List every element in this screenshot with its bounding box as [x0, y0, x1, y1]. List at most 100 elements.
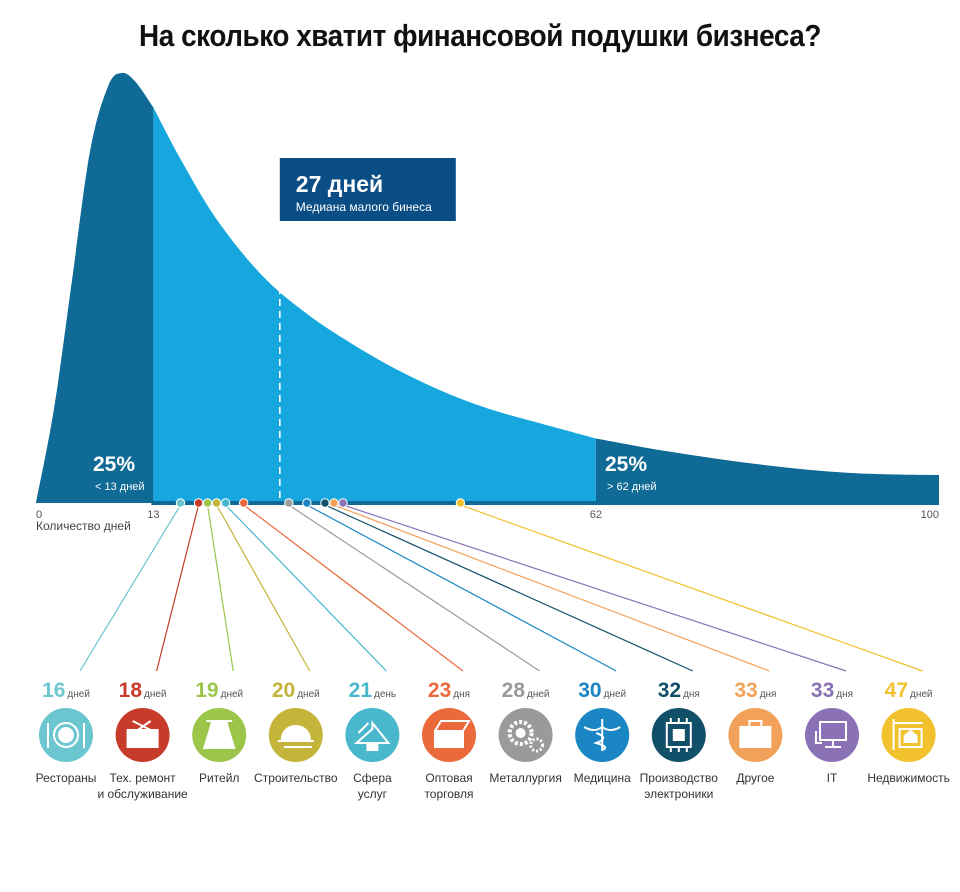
industry-label: Ритейл — [199, 771, 239, 785]
industry-label: IT — [827, 771, 838, 785]
industry-item: 16 дней Рестораны — [36, 679, 97, 785]
restaurant-icon-glyph — [47, 722, 85, 748]
medicine-caduceus-icon-glyph — [583, 719, 621, 751]
connector-line — [333, 504, 770, 672]
connector-line — [460, 504, 923, 672]
area-middle — [153, 107, 596, 504]
days-unit: дней — [221, 689, 244, 700]
days-number: 21 — [349, 679, 373, 702]
services-hanger-icon — [345, 708, 400, 762]
industry-item: 47 дней Недвижимость — [867, 679, 950, 785]
days-number: 33 — [811, 679, 834, 702]
industry-marker — [211, 498, 222, 508]
helmet — [280, 725, 311, 740]
cable — [815, 731, 822, 744]
repair-toolbox-icon-glyph — [126, 720, 159, 748]
electronics-chip-icon-glyph — [665, 718, 692, 752]
services-hanger-icon-glyph — [353, 720, 391, 751]
base — [366, 744, 379, 751]
industry-label: Рестораны — [36, 771, 97, 785]
median-caption: Медиана малого бинеса — [296, 200, 432, 214]
handle — [748, 720, 763, 728]
industry-label: Металлургия — [489, 771, 562, 785]
days-number: 30 — [578, 679, 601, 702]
industry-item: 33 дня Другое — [728, 679, 783, 785]
industry-markers — [175, 498, 466, 508]
area-high-quartile — [595, 438, 939, 503]
plate — [53, 722, 79, 748]
industry-label: Оптовая — [425, 771, 472, 785]
area-low-quartile — [36, 72, 154, 504]
industry-days: 30 дней — [578, 679, 626, 702]
days-unit: дней — [144, 689, 167, 700]
days-unit: дней — [604, 689, 627, 700]
days-number: 32 — [658, 679, 681, 702]
days-unit: дня — [453, 689, 470, 700]
industry-days: 28 дней — [502, 679, 550, 702]
days-number: 20 — [272, 679, 295, 702]
it-monitor-icon — [805, 708, 859, 762]
industry-label: и обслуживание — [97, 787, 188, 801]
days-number: 19 — [195, 679, 218, 702]
industry-label: Строительство — [254, 771, 338, 785]
box — [126, 729, 159, 748]
snake — [592, 732, 607, 751]
days-unit: дней — [67, 689, 90, 700]
chart-title: На сколько хватит финансовой подушки биз… — [139, 18, 821, 53]
median-value: 27 дней — [296, 171, 383, 197]
median-annotation: 27 дней Медиана малого бинеса — [279, 158, 456, 503]
wings — [583, 725, 621, 731]
days-unit: дня — [683, 689, 700, 700]
connector-line — [156, 504, 200, 672]
industry-connector-lines — [79, 504, 923, 672]
industry-days: 20 дней — [272, 679, 320, 702]
industry-item: 20 дней Строительство — [254, 679, 338, 785]
industry-label: услуг — [358, 787, 388, 801]
days-unit: дней — [910, 689, 933, 700]
industry-days: 47 дней — [885, 679, 933, 702]
industry-days: 18 дней — [119, 679, 167, 702]
industry-item: 18 дней Тех. ремонт и обслуживание — [97, 679, 188, 801]
industry-marker — [320, 498, 330, 508]
retail-dress-icon-glyph — [202, 720, 236, 749]
industry-item: 28 дней Металлургия — [489, 679, 562, 785]
quartile-caption: < 13 дней — [95, 481, 145, 493]
case — [739, 726, 772, 748]
gear-hub — [515, 728, 526, 738]
days-unit: дня — [760, 689, 777, 700]
days-unit: дня — [836, 689, 853, 700]
industry-marker — [338, 498, 348, 508]
sign — [898, 728, 923, 748]
industry-marker — [193, 498, 204, 508]
connector-line — [243, 504, 464, 672]
industry-label: Производство — [640, 771, 719, 785]
screwdriver — [136, 720, 152, 732]
days-number: 16 — [42, 679, 65, 702]
industry-label: Другое — [736, 771, 774, 785]
days-number: 28 — [502, 679, 526, 702]
industry-marker — [220, 498, 231, 508]
quartile-caption: > 62 дней — [607, 481, 657, 493]
industry-item: 32 дня Производство электроники — [640, 679, 719, 801]
quartile-percent: 25% — [605, 453, 647, 476]
industry-marker — [302, 498, 312, 508]
hanger — [353, 720, 391, 744]
industry-marker — [284, 498, 294, 508]
core — [672, 729, 685, 741]
plate-center — [58, 727, 74, 743]
industry-days: 32 дня — [658, 679, 700, 702]
connector-line — [79, 504, 181, 672]
days-unit: день — [374, 689, 396, 700]
industry-marker — [329, 498, 339, 508]
industry-item: 19 дней Ритейл — [192, 679, 247, 785]
industry-label: Медицина — [574, 771, 631, 785]
industry-marker — [455, 498, 466, 508]
metallurgy-gears-icon — [498, 708, 553, 762]
industry-marker — [175, 498, 186, 508]
box-top — [434, 720, 471, 732]
days-number: 33 — [734, 679, 757, 702]
connector-line — [225, 504, 387, 672]
industry-days: 33 дня — [811, 679, 853, 702]
